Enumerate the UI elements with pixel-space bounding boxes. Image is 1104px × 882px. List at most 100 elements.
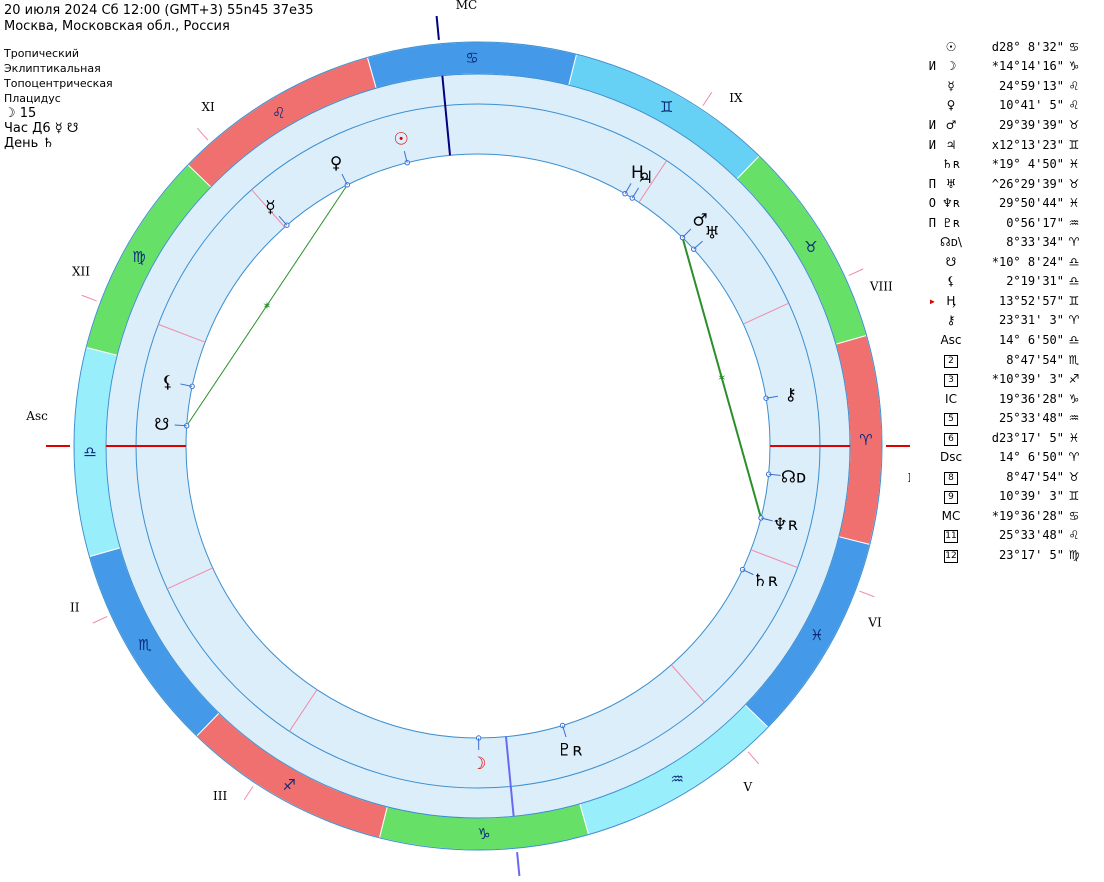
position-row: ☊ᴅ\ 8°33'34" ♈: [918, 232, 1104, 252]
house-number-box: 9: [944, 491, 958, 505]
planetary-hour: Час Д6 ☿ ☋: [4, 121, 79, 136]
row-sign: ♓: [1068, 157, 1080, 172]
outer-circle: [73, 41, 883, 851]
row-symbol: 2: [938, 352, 964, 368]
row-symbol: 5: [938, 410, 964, 427]
lilith-glyph[interactable]: ⚸: [161, 372, 173, 392]
row-flag: И: [928, 137, 936, 152]
position-row: ♄ʀ *19° 4'50" ♓: [918, 154, 1104, 174]
position-row: 5 25°33'48" ♒: [918, 408, 1104, 428]
sign-glyph-7: ♎: [83, 443, 96, 461]
row-flag: И: [928, 117, 936, 132]
row-sign: ♒: [1068, 215, 1080, 230]
house-cusp-6: [750, 549, 798, 569]
saturn-tick: [742, 569, 754, 576]
mercury-glyph[interactable]: ☿: [265, 197, 275, 217]
house-label-6: VI: [867, 615, 882, 629]
row-degree: 14° 6'50": [998, 450, 1064, 465]
row-degree: 24°59'13": [998, 78, 1064, 93]
house-cusp-tick-9: [702, 91, 713, 106]
saturn-glyph[interactable]: ♄ʀ: [752, 571, 778, 591]
position-row: Dsc 14° 6'50" ♈: [918, 447, 1104, 467]
row-symbol: ☋: [945, 254, 957, 269]
row-symbol: ☽: [945, 59, 957, 74]
position-row: ⚸ 2°19'31" ♎: [918, 272, 1104, 292]
position-row: ☉ d28° 8'32" ♋: [918, 37, 1104, 57]
sign-glyph-9: ♐: [283, 776, 296, 794]
row-symbol: ♇ʀ: [942, 215, 960, 230]
position-row: IC 19°36'28" ♑: [918, 389, 1104, 409]
row-symbol: Ӊ: [946, 293, 956, 308]
house-cusp-9: [638, 160, 667, 203]
pluto-tick: [562, 725, 567, 738]
position-row: 11 25°33'48" ♌: [918, 526, 1104, 546]
house-cusp-tick-12: [81, 294, 97, 302]
house-cusp-3: [289, 689, 318, 732]
jupiter-glyph[interactable]: ♃: [638, 168, 653, 188]
row-symbol: ♅: [945, 176, 957, 191]
row-degree: 10°41' 5": [998, 98, 1064, 113]
row-sign: ♉: [1068, 469, 1080, 484]
row-symbol: ☊ᴅ\: [940, 235, 962, 250]
house-label-1: Asc: [25, 409, 48, 423]
mars-tick: [682, 228, 692, 238]
row-sign: ♉: [1068, 176, 1080, 191]
planetary-day: День ♄: [4, 136, 55, 151]
row-symbol: ☿: [947, 78, 955, 93]
house-cusp-tick-6: [859, 590, 875, 598]
row-sign: ♈: [1068, 313, 1080, 328]
inner-circle: [185, 153, 771, 739]
position-row: MC *19°36'28" ♋: [918, 506, 1104, 526]
house-label-9: IX: [729, 91, 743, 105]
row-sign: ♎: [1068, 274, 1080, 289]
house-cusp-tick-11: [196, 127, 209, 141]
aspect-marker-1: ✶: [262, 299, 271, 312]
row-sign: ♊: [1068, 293, 1080, 308]
house-number-box: 12: [944, 549, 958, 563]
zodiac-type: Тропический: [4, 47, 80, 60]
row-sign: ♎: [1068, 332, 1080, 347]
row-sign: ♊: [1068, 137, 1080, 152]
positions-table: ☉ d28° 8'32" ♋ И ☽ *14°14'16" ♑ ☿ 24°59'13" ♌ ♀ 10°…: [918, 37, 1104, 565]
mercury-tick: [278, 215, 288, 226]
row-symbol: ♆ʀ: [942, 196, 960, 211]
row-sign: ♎: [1068, 254, 1080, 269]
sun-tick: [403, 150, 408, 163]
sign-glyph-3: ♊: [660, 98, 673, 116]
row-sign: ♌: [1068, 528, 1080, 543]
house-label-12: XII: [72, 265, 90, 279]
sign-glyph-10: ♑: [477, 825, 490, 843]
mars-glyph[interactable]: ♂: [692, 211, 707, 231]
haumea-glyph[interactable]: Ӊ: [631, 163, 644, 183]
row-symbol: ♀: [946, 98, 956, 113]
row-symbol: 11: [938, 527, 964, 544]
moon-glyph[interactable]: ☽: [471, 754, 486, 774]
row-degree: 25°33'48": [998, 411, 1064, 426]
row-flag: П: [928, 215, 936, 230]
row-flag: О: [928, 196, 936, 211]
node-glyph[interactable]: ☊ᴅ: [781, 468, 806, 488]
chart-header: 20 июля 2024 Сб 12:00 (GMT+3) 55n45 37e3…: [4, 3, 314, 35]
position-row: П ♅ ^26°29'39" ♉: [918, 174, 1104, 194]
pluto-glyph[interactable]: ♇ʀ: [557, 740, 583, 760]
venus-glyph[interactable]: ♀: [330, 154, 342, 174]
south-node-glyph[interactable]: ☋: [154, 415, 169, 435]
sign-glyph-8: ♏: [138, 636, 152, 654]
row-degree: *19°36'28": [991, 508, 1064, 523]
neptune-glyph[interactable]: ♆ʀ: [772, 515, 798, 535]
row-flag: И: [928, 59, 936, 74]
row-symbol: Asc: [940, 332, 962, 347]
house-cusp-12: [158, 323, 206, 343]
house-cusp-tick-3: [243, 786, 254, 801]
position-row: 12 23°17' 5" ♍: [918, 545, 1104, 565]
uranus-glyph[interactable]: ♅: [705, 223, 720, 243]
natal-chart-wheel[interactable]: ♈♉♊♋♌♍♎♏♐♑♒♓AscIIIIIICVVIDscVIIIIXMCXIXI…: [0, 0, 910, 882]
aspect-marker-2: ✶: [717, 372, 726, 385]
row-symbol: ♃: [945, 137, 957, 152]
position-row: 2 8°47'54" ♏: [918, 350, 1104, 370]
position-row: ▸ Ӊ 13°52'57" ♊: [918, 291, 1104, 311]
row-degree: 0°56'17": [1006, 215, 1064, 230]
sun-glyph[interactable]: ☉: [394, 129, 409, 149]
chiron-glyph[interactable]: ⚷: [784, 385, 796, 405]
row-sign: ♋: [1068, 39, 1080, 54]
